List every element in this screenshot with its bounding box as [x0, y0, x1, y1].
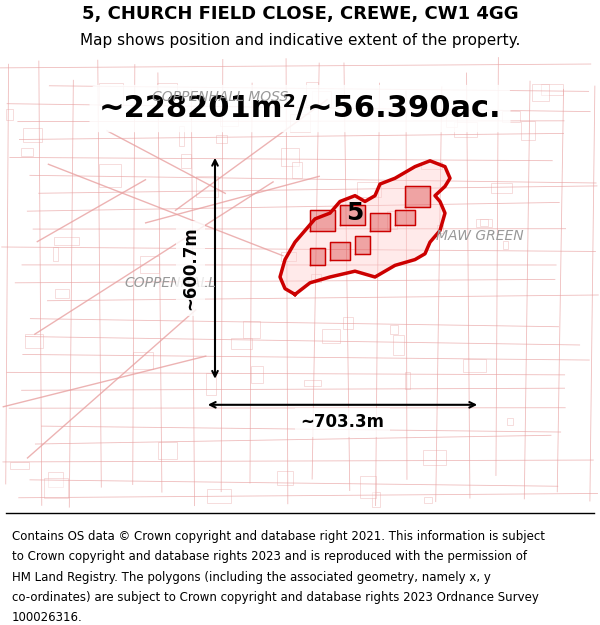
Bar	[207, 489, 231, 502]
Bar	[133, 352, 153, 369]
Bar	[292, 162, 302, 178]
Bar	[206, 372, 216, 396]
Bar	[437, 225, 443, 233]
Polygon shape	[340, 205, 365, 225]
Bar	[312, 91, 331, 107]
Text: co-ordinates) are subject to Crown copyright and database rights 2023 Ordnance S: co-ordinates) are subject to Crown copyr…	[12, 591, 539, 604]
Bar	[343, 317, 353, 329]
Bar	[507, 418, 514, 425]
Polygon shape	[310, 248, 325, 266]
Polygon shape	[405, 186, 430, 208]
Bar	[394, 335, 404, 355]
Polygon shape	[355, 236, 370, 254]
Bar	[44, 478, 68, 499]
Bar	[181, 154, 191, 168]
Bar	[25, 334, 43, 348]
Bar	[243, 321, 260, 338]
Text: ~600.7m: ~600.7m	[181, 226, 199, 310]
Bar	[290, 114, 310, 132]
Bar	[476, 219, 492, 227]
Bar	[281, 148, 299, 166]
Bar	[454, 122, 477, 137]
Bar	[55, 237, 79, 245]
Bar	[140, 256, 160, 273]
Text: to Crown copyright and database rights 2023 and is reproduced with the permissio: to Crown copyright and database rights 2…	[12, 551, 527, 563]
Bar	[304, 380, 320, 386]
Bar	[231, 338, 251, 349]
Bar	[502, 111, 520, 123]
Bar	[422, 451, 446, 465]
Bar	[421, 162, 442, 169]
Text: ~703.3m: ~703.3m	[301, 413, 385, 431]
Bar	[404, 372, 410, 389]
Bar	[179, 126, 184, 146]
Bar	[53, 247, 58, 261]
Text: ~228201m²/~56.390ac.: ~228201m²/~56.390ac.	[98, 94, 502, 123]
Bar	[463, 359, 486, 372]
Bar	[21, 148, 33, 156]
Bar	[100, 164, 121, 187]
Polygon shape	[395, 209, 415, 225]
Text: COPPENHALL MOSS: COPPENHALL MOSS	[152, 90, 288, 104]
Bar	[23, 127, 42, 142]
Bar	[215, 135, 227, 144]
Text: COPPENHALL: COPPENHALL	[124, 276, 216, 290]
Bar	[322, 329, 340, 342]
Bar	[446, 114, 457, 127]
Bar	[360, 476, 376, 498]
Bar	[371, 492, 380, 508]
Bar	[491, 182, 512, 193]
Bar	[157, 83, 176, 99]
Text: MAW GREEN: MAW GREEN	[436, 229, 524, 243]
Bar	[158, 442, 177, 459]
Bar	[305, 82, 318, 104]
Bar	[48, 472, 64, 487]
Polygon shape	[370, 213, 390, 231]
Bar	[390, 325, 398, 334]
Polygon shape	[280, 161, 450, 294]
Bar	[281, 252, 296, 261]
Bar	[277, 471, 293, 484]
Bar	[541, 84, 563, 95]
Text: 5: 5	[346, 201, 364, 225]
Bar	[251, 366, 263, 383]
Text: 5, CHURCH FIELD CLOSE, CREWE, CW1 4GG: 5, CHURCH FIELD CLOSE, CREWE, CW1 4GG	[82, 5, 518, 23]
Polygon shape	[310, 209, 335, 231]
Bar	[532, 84, 548, 101]
Bar	[6, 109, 13, 120]
Bar	[503, 241, 508, 249]
Bar	[55, 289, 69, 298]
Bar	[388, 211, 397, 229]
Bar	[220, 106, 238, 126]
Text: 100026316.: 100026316.	[12, 611, 83, 624]
Bar	[479, 219, 488, 226]
Bar	[10, 462, 29, 469]
Text: Map shows position and indicative extent of the property.: Map shows position and indicative extent…	[80, 33, 520, 48]
Bar	[521, 121, 535, 141]
Text: Contains OS data © Crown copyright and database right 2021. This information is : Contains OS data © Crown copyright and d…	[12, 530, 545, 543]
Bar	[196, 176, 218, 198]
Bar	[357, 182, 382, 198]
Bar	[99, 83, 123, 105]
Bar	[424, 497, 432, 503]
Text: HM Land Registry. The polygons (including the associated geometry, namely x, y: HM Land Registry. The polygons (includin…	[12, 571, 491, 584]
Bar	[311, 274, 321, 282]
Polygon shape	[330, 242, 350, 259]
